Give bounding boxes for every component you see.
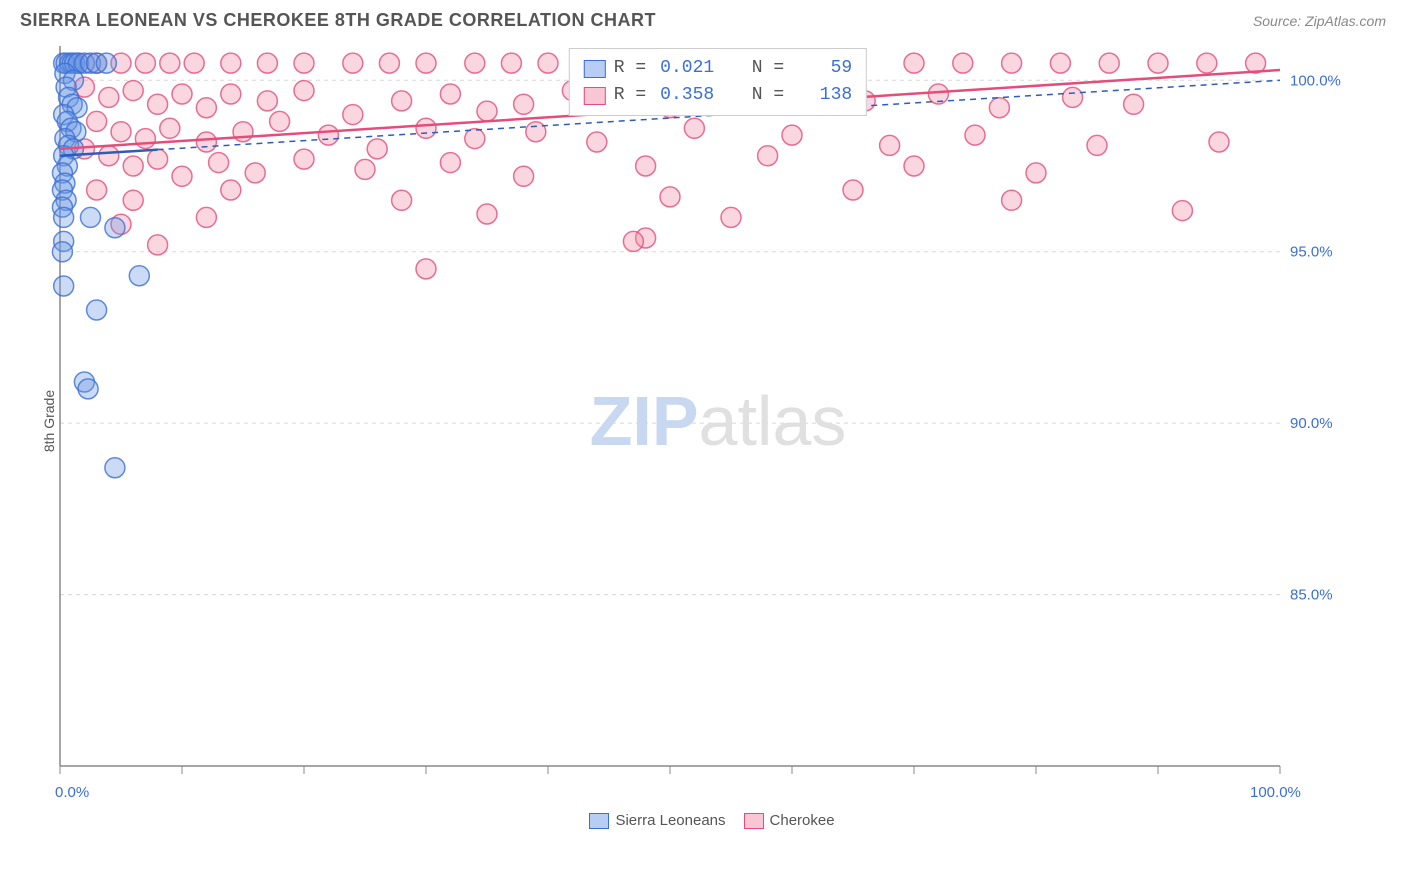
chart-source: Source: ZipAtlas.com <box>1253 13 1386 29</box>
chart-title: SIERRA LEONEAN VS CHEROKEE 8TH GRADE COR… <box>20 10 656 31</box>
svg-text:90.0%: 90.0% <box>1290 415 1333 432</box>
svg-text:95.0%: 95.0% <box>1290 244 1333 261</box>
chart-header: SIERRA LEONEAN VS CHEROKEE 8TH GRADE COR… <box>0 0 1406 36</box>
legend-label: Sierra Leoneans <box>615 812 725 829</box>
x-axis-start-label: 0.0% <box>55 784 89 801</box>
scatter-plot: 85.0% 90.0% 95.0% 100.0% <box>50 36 1350 796</box>
stats-legend-row: R =0.021 N =59 <box>584 55 852 82</box>
chart-container: 8th Grade 85.0%90.0%95.0%100.0% ZIPatlas… <box>50 36 1386 806</box>
legend-swatch <box>584 87 606 105</box>
svg-text:100.0%: 100.0% <box>1290 72 1341 89</box>
legend-swatch <box>584 60 606 78</box>
legend-swatch <box>589 813 609 829</box>
svg-text:85.0%: 85.0% <box>1290 587 1333 604</box>
legend-label: Cherokee <box>770 812 835 829</box>
x-axis-end-label: 100.0% <box>1250 784 1301 801</box>
stats-legend-row: R =0.358 N =138 <box>584 82 852 109</box>
bottom-legend: Sierra Leoneans Cherokee <box>0 806 1406 829</box>
y-axis-label: 8th Grade <box>41 390 57 452</box>
stats-legend: R =0.021 N =59R =0.358 N =138 <box>569 48 867 116</box>
legend-swatch <box>744 813 764 829</box>
